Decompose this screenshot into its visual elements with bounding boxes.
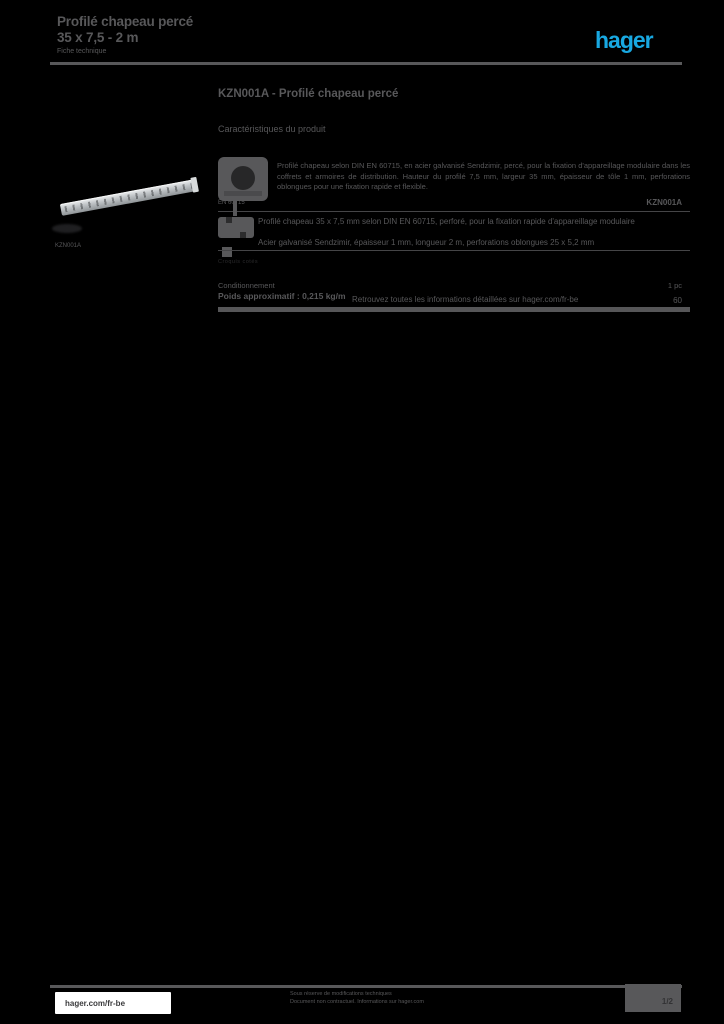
spec-line-1: Profilé chapeau 35 x 7,5 mm selon DIN EN…	[258, 217, 635, 226]
footer-disclaimer-1: Sous réserve de modifications techniques	[290, 991, 392, 997]
header-subtitle: Fiche technique	[57, 48, 107, 55]
weight-note: Poids approximatif : 0,215 kg/m	[218, 291, 346, 301]
table-bottom-rule	[218, 307, 690, 312]
icon-rail-bar	[224, 191, 262, 196]
website-box[interactable]: hager.com/fr-be	[55, 992, 171, 1014]
standard-caption: EN 60715	[218, 200, 245, 206]
secondary-value: 60	[673, 296, 682, 305]
section-subheading: Caractéristiques du produit	[218, 124, 326, 134]
more-info-link[interactable]: Retrouvez toutes les informations détail…	[352, 295, 579, 304]
footer-disclaimer-2: Document non contractuel. Informations s…	[290, 999, 424, 1005]
packaging-label: Conditionnement	[218, 281, 275, 290]
rail-perforations	[64, 182, 194, 213]
footer-divider	[50, 985, 682, 988]
packaging-value: 1 pc	[667, 281, 682, 290]
product-family-icon	[218, 157, 268, 201]
profile-cross-section-icon	[218, 217, 254, 238]
hager-logo: hager	[595, 27, 654, 53]
icon-notch-top	[226, 217, 232, 223]
page-number: 1/2	[661, 997, 673, 1006]
product-image-caption: KZN001A	[55, 243, 82, 249]
din-rail-photo	[59, 176, 199, 216]
detail-square-icon	[222, 247, 232, 257]
header-title-line2: 35 x 7,5 - 2 m	[57, 30, 139, 45]
product-description: Profilé chapeau selon DIN EN 60715, en a…	[277, 161, 690, 191]
website-link[interactable]: hager.com/fr-be	[65, 998, 126, 1008]
rail-end-cap	[190, 176, 199, 193]
header-title-line1: Profilé chapeau percé	[57, 14, 194, 29]
page-number-box: 1/2	[625, 984, 681, 1012]
header-divider	[50, 62, 682, 65]
row-separator-1	[218, 211, 690, 212]
icon-circle-cutout	[231, 166, 255, 190]
sketch-caption: Croquis cotés	[218, 259, 259, 265]
row-separator-2	[218, 250, 690, 251]
icon-notch-bottom	[240, 232, 246, 238]
spec-line-2: Acier galvanisé Sendzimir, épaisseur 1 m…	[258, 238, 595, 247]
reference-code: KZN001A	[646, 198, 682, 207]
dimension-arrow-icon	[233, 196, 237, 216]
product-image	[55, 176, 205, 238]
product-image-shadow	[52, 224, 82, 233]
product-heading: KZN001A - Profilé chapeau percé	[218, 88, 399, 100]
